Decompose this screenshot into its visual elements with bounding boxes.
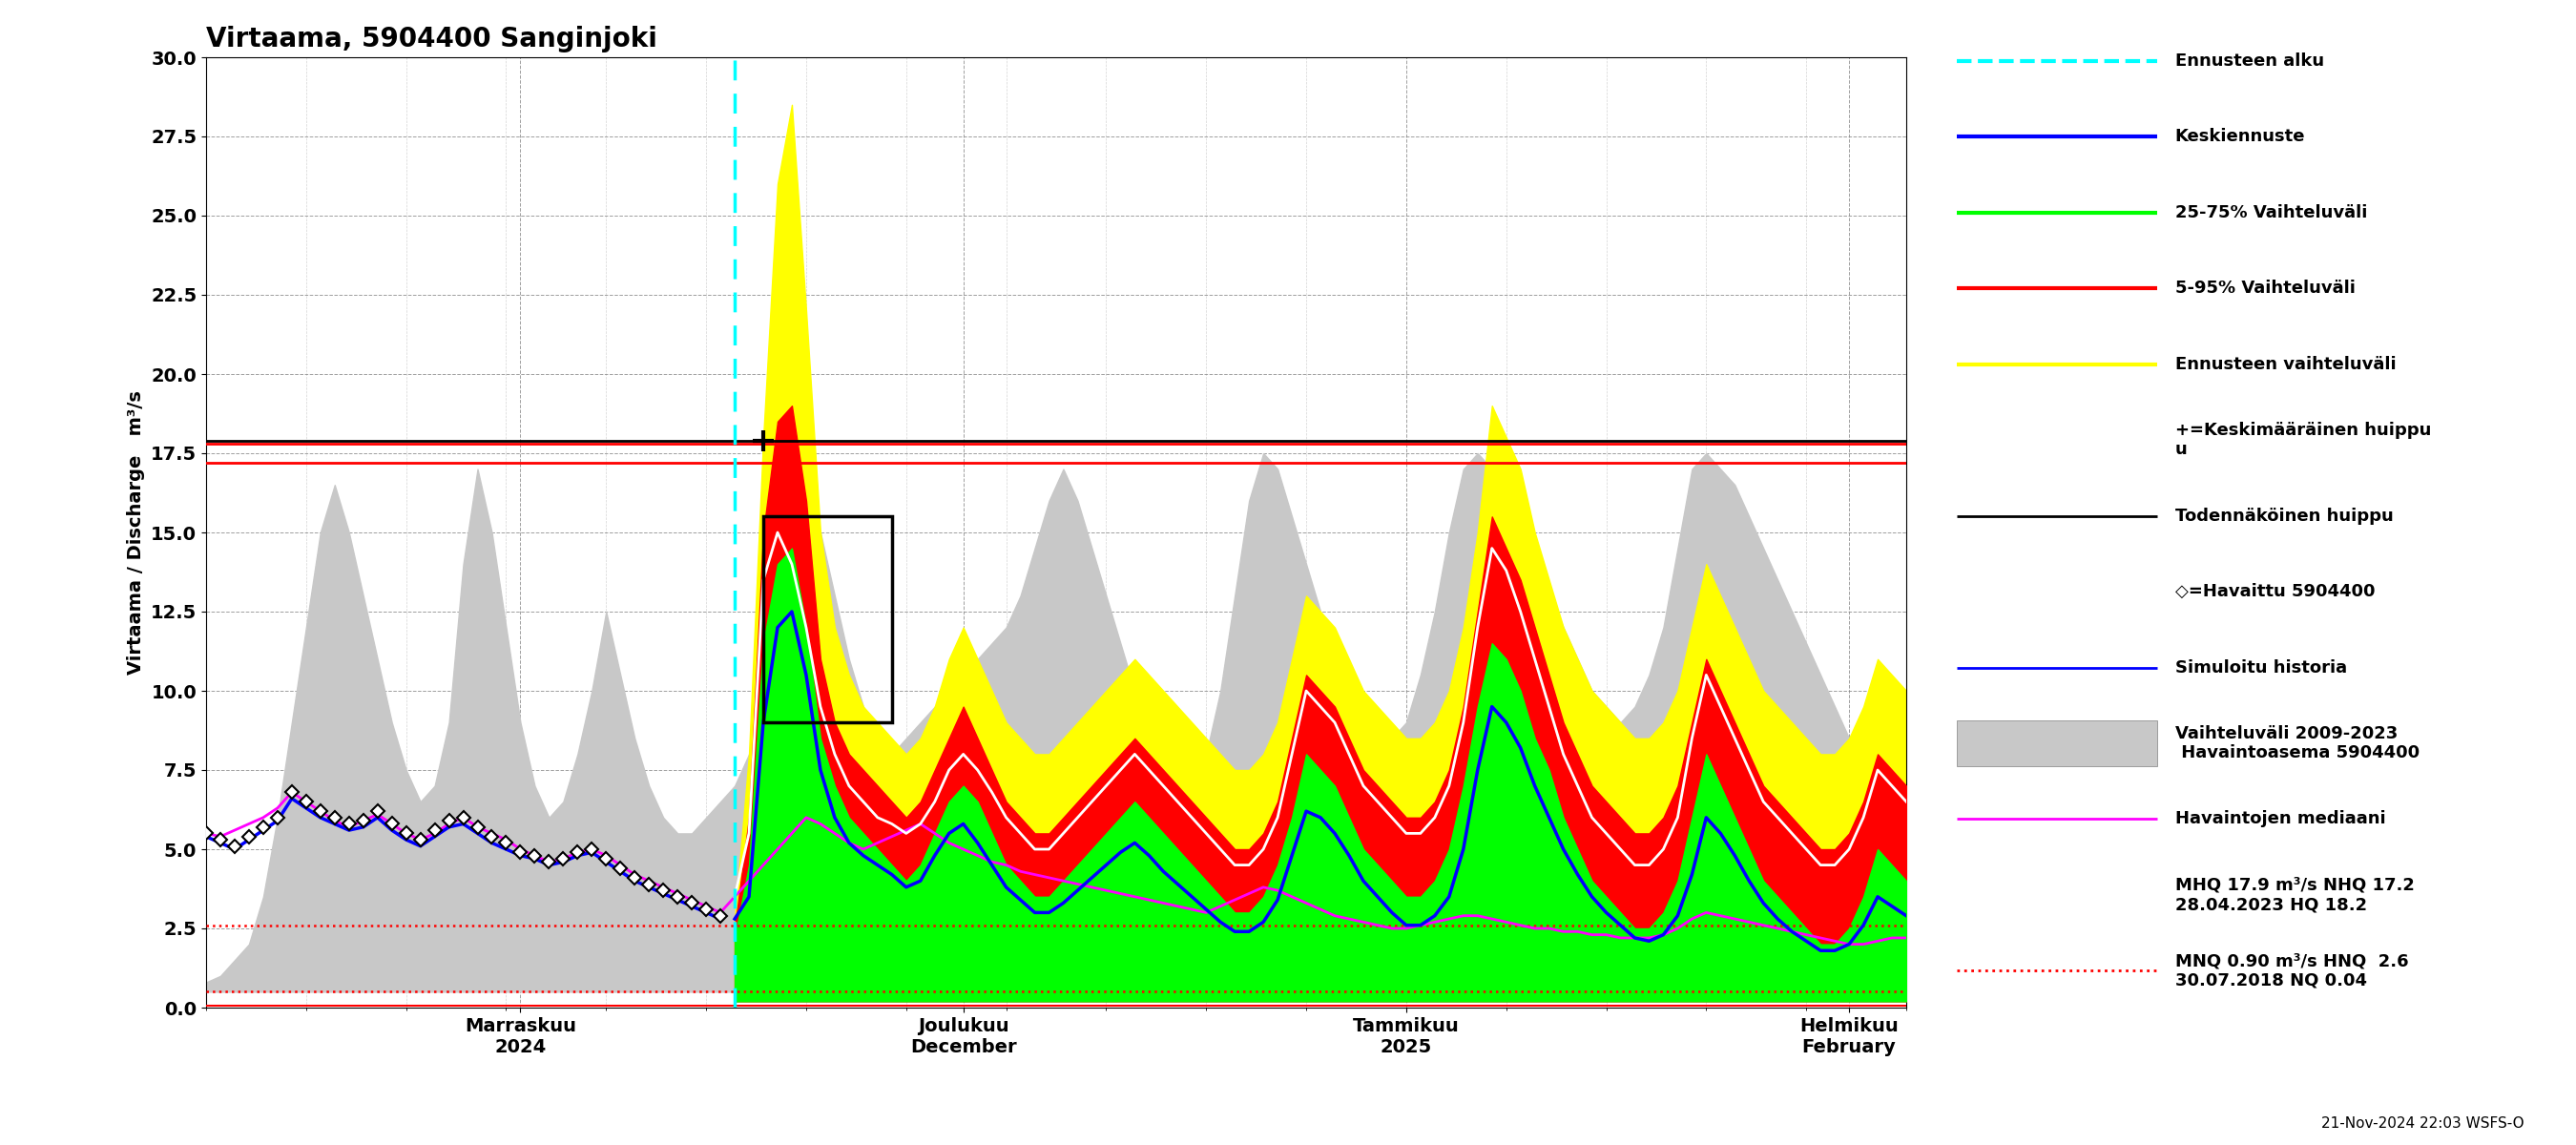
Text: 5-95% Vaihteluväli: 5-95% Vaihteluväli — [2174, 279, 2354, 297]
Text: Havaintojen mediaani: Havaintojen mediaani — [2174, 811, 2385, 828]
Text: MNQ 0.90 m³/s HNQ  2.6
30.07.2018 NQ 0.04: MNQ 0.90 m³/s HNQ 2.6 30.07.2018 NQ 0.04 — [2174, 953, 2409, 989]
Text: Virtaama, 5904400 Sanginjoki: Virtaama, 5904400 Sanginjoki — [206, 25, 657, 53]
Bar — [762, 516, 891, 722]
Text: Simuloitu historia: Simuloitu historia — [2174, 658, 2347, 676]
Text: Keskiennuste: Keskiennuste — [2174, 128, 2306, 145]
Text: Vaihteluväli 2009-2023
 Havaintoasema 5904400: Vaihteluväli 2009-2023 Havaintoasema 590… — [2174, 725, 2419, 761]
Text: 21-Nov-2024 22:03 WSFS-O: 21-Nov-2024 22:03 WSFS-O — [2321, 1116, 2524, 1131]
Text: +=Keskimääräinen huippu
u: +=Keskimääräinen huippu u — [2174, 421, 2432, 458]
Text: Ennusteen vaihteluväli: Ennusteen vaihteluväli — [2174, 355, 2396, 372]
FancyBboxPatch shape — [1958, 720, 2156, 766]
Text: Todennäköinen huippu: Todennäköinen huippu — [2174, 507, 2393, 524]
Text: MHQ 17.9 m³/s NHQ 17.2
28.04.2023 HQ 18.2: MHQ 17.9 m³/s NHQ 17.2 28.04.2023 HQ 18.… — [2174, 876, 2414, 914]
Text: 25-75% Vaihteluväli: 25-75% Vaihteluväli — [2174, 204, 2367, 221]
Text: Ennusteen alku: Ennusteen alku — [2174, 53, 2324, 69]
Text: ◇=Havaittu 5904400: ◇=Havaittu 5904400 — [2174, 583, 2375, 600]
Y-axis label: Virtaama / Discharge   m³/s: Virtaama / Discharge m³/s — [126, 390, 144, 674]
